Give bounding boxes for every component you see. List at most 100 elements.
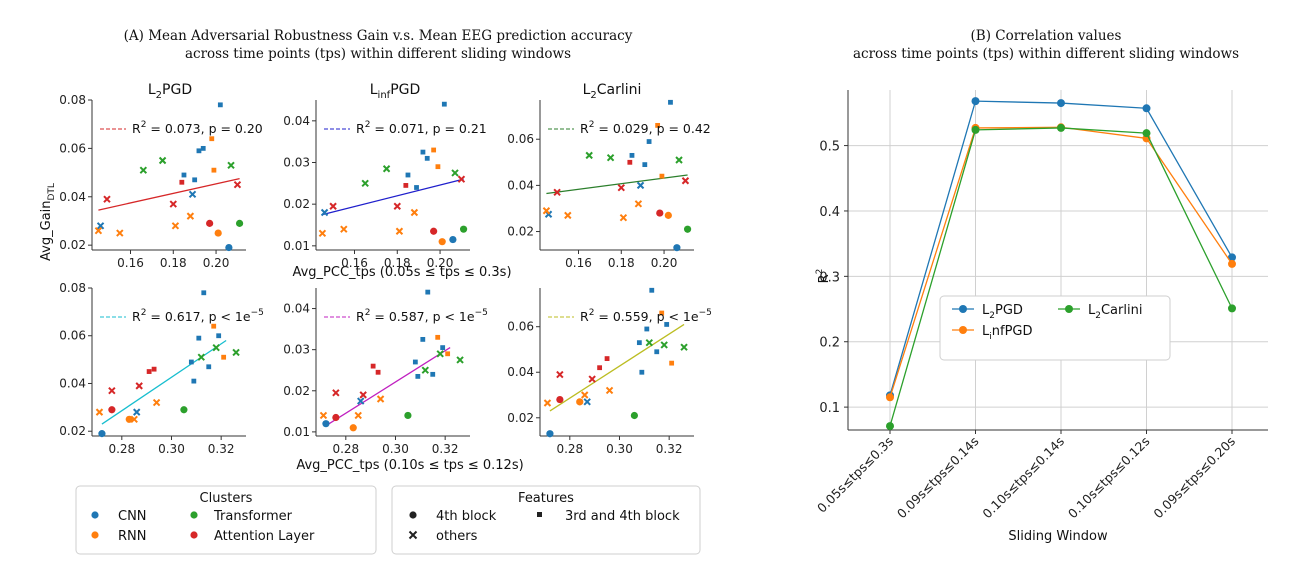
annotation-text: = 0.073, p = 0.20 bbox=[146, 121, 262, 136]
line-legend-marker bbox=[1065, 305, 1073, 313]
point-transformer-x bbox=[675, 156, 683, 164]
point-rnn-square bbox=[211, 323, 217, 329]
point-cnn-square bbox=[654, 349, 660, 355]
line-legend-frame bbox=[939, 295, 1171, 361]
x-tick-label: 0.20 bbox=[203, 256, 230, 270]
point-attention-layer-circle bbox=[430, 227, 438, 235]
line-legend-marker bbox=[959, 326, 967, 334]
point-transformer-x bbox=[212, 343, 220, 352]
regression-line bbox=[322, 178, 464, 216]
point-transformer-circle bbox=[459, 225, 468, 233]
point-rnn-square bbox=[211, 167, 217, 173]
annotation-r-sup: 2 bbox=[365, 120, 371, 130]
legend-label-main: L bbox=[982, 303, 990, 318]
point-rnn-square bbox=[669, 360, 675, 366]
series-point-l2carlini bbox=[886, 422, 894, 431]
y-tick-label: 0.06 bbox=[59, 329, 86, 343]
line-legend-label-linfpgd: LinfPGD bbox=[982, 324, 1033, 342]
x-tick-label: 0.20 bbox=[427, 256, 454, 270]
scatter-panel-bottom-right: 0.28 0.30 0.32 0.02 0.04 0.06 R2 = 0.559, p < … bbox=[507, 287, 712, 456]
x-tick-label: 0.10s≤tps≤0.14s bbox=[979, 434, 1067, 522]
point-cnn-square bbox=[181, 172, 187, 178]
x-tick-label: 0.32 bbox=[656, 442, 683, 456]
point-transformer-x bbox=[197, 353, 205, 361]
legend-features: Features 4th block 3rd and 4th block oth… bbox=[391, 485, 701, 555]
legend-4th-block-label: 4th block bbox=[436, 509, 497, 524]
figure-b-title-line1: (B) Correlation values bbox=[971, 28, 1122, 44]
point-cnn-circle bbox=[673, 244, 681, 252]
point-rnn-circle bbox=[576, 398, 584, 406]
point-cnn-square bbox=[424, 155, 430, 161]
figure-b-xlabel: Sliding Window bbox=[1008, 529, 1108, 544]
x-tick-label: 0.10s≤tps≤0.12s bbox=[1065, 434, 1153, 522]
x-tick-label: 0.18 bbox=[160, 256, 187, 270]
point-rnn-x bbox=[410, 208, 419, 217]
x-tick-label: 0.09s≤tps≤0.14s bbox=[894, 434, 982, 522]
point-rnn-square bbox=[435, 334, 441, 340]
point-attention-layer-square bbox=[604, 356, 610, 361]
annotation-text: = 0.029, p = 0.42 bbox=[594, 121, 710, 136]
point-attention-layer-x bbox=[617, 183, 625, 192]
col-title-l2pgd: L2PGD bbox=[148, 82, 192, 101]
y-tick-label: 0.2 bbox=[819, 336, 840, 351]
y-tick-label: 0.02 bbox=[59, 238, 86, 252]
x-tick-label: 0.05s≤tps≤0.3s bbox=[814, 434, 896, 516]
y-tick-label: 0.06 bbox=[507, 132, 534, 146]
col-title-l2carlini: L2Carlini bbox=[583, 82, 642, 101]
point-cnn-square bbox=[405, 172, 411, 178]
point-attention-layer-circle bbox=[206, 219, 214, 227]
x-tick-label: 0.16 bbox=[117, 256, 144, 270]
point-rnn-x bbox=[543, 399, 552, 407]
point-attention-layer-x bbox=[332, 389, 340, 397]
line-chart-legend: L2PGD LinfPGD L2Carlini bbox=[939, 295, 1171, 361]
legend-3rd-4th-block-label: 3rd and 4th block bbox=[565, 509, 680, 524]
point-cnn-square bbox=[420, 149, 426, 155]
point-attention-layer-x bbox=[457, 175, 466, 183]
legend-label-sub: 2 bbox=[989, 311, 995, 321]
point-cnn-square bbox=[196, 335, 202, 341]
point-cnn-square bbox=[441, 101, 447, 107]
point-rnn-square bbox=[431, 147, 437, 153]
series-point-linfpgd bbox=[886, 393, 894, 402]
point-cnn-x bbox=[320, 208, 329, 217]
legend-rnn-label: RNN bbox=[118, 529, 146, 544]
point-cnn-square bbox=[636, 340, 642, 346]
point-attention-layer-circle bbox=[656, 209, 664, 217]
point-rnn-x bbox=[318, 229, 327, 238]
annotation-r-sup: 2 bbox=[141, 308, 147, 318]
annotation-r2: R2 = 0.071, p = 0.21 bbox=[356, 120, 487, 136]
point-cnn-square bbox=[642, 162, 648, 168]
x-tick-label: 0.28 bbox=[556, 442, 583, 456]
annotation-text: = 0.617, p < 1e bbox=[146, 309, 250, 324]
point-attention-layer-square bbox=[597, 365, 603, 371]
point-attention-layer-square bbox=[627, 159, 633, 165]
point-transformer-x bbox=[421, 366, 429, 374]
point-cnn-square bbox=[430, 371, 436, 377]
point-rnn-circle bbox=[214, 229, 222, 237]
point-rnn-x bbox=[94, 226, 103, 235]
point-cnn-square bbox=[216, 333, 222, 339]
legend-clusters-title: Clusters bbox=[200, 491, 253, 506]
annotation-r-prefix: R bbox=[132, 121, 141, 136]
x-tick-label: 0.18 bbox=[384, 256, 411, 270]
legend-transformer-marker bbox=[190, 511, 198, 519]
point-cnn-x bbox=[583, 398, 591, 406]
legend-others-marker bbox=[408, 530, 418, 540]
point-rnn-x bbox=[340, 225, 348, 233]
legend-label-rest: PGD bbox=[995, 303, 1023, 318]
point-cnn-x bbox=[636, 181, 645, 190]
point-cnn-circle bbox=[449, 235, 457, 244]
point-cnn-square bbox=[639, 369, 645, 375]
point-rnn-circle bbox=[349, 424, 357, 432]
point-attention-layer-circle bbox=[108, 406, 116, 414]
point-rnn-square bbox=[659, 310, 665, 316]
point-cnn-square bbox=[412, 359, 418, 365]
legend-label-sub: i bbox=[989, 332, 992, 342]
point-transformer-x bbox=[660, 341, 668, 349]
annotation-p-sup: −5 bbox=[475, 308, 488, 318]
point-cnn-square bbox=[646, 139, 652, 144]
x-tick-label: 0.18 bbox=[608, 256, 635, 270]
line-legend-label-l2carlini: L2Carlini bbox=[1088, 303, 1142, 321]
y-tick-label: 0.3 bbox=[819, 270, 840, 285]
